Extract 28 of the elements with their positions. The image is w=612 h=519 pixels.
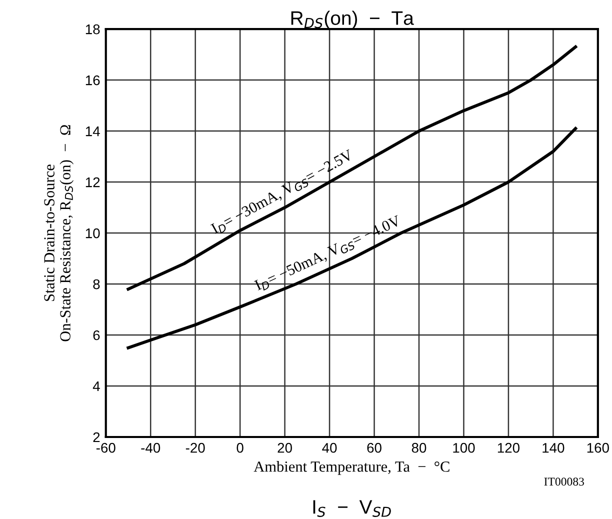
line-series	[126, 126, 578, 350]
x-tick-label: -60	[96, 442, 116, 453]
text: I$_{S}$ − V$_{SD}$	[313, 500, 391, 517]
y-tick-label: 10	[86, 228, 100, 238]
x-tick-label: 20	[278, 442, 292, 453]
x-tick-label: -20	[186, 442, 205, 453]
x-tick-label: 60	[367, 442, 382, 453]
y-tick-label: 2	[93, 432, 100, 442]
x-axis-title: Ambient Temperature, Ta − °C	[254, 461, 450, 475]
line-series	[126, 45, 578, 291]
x-tick-label: 80	[412, 442, 426, 453]
y-tick-label: 16	[86, 75, 100, 86]
y-tick-label: 8	[93, 279, 100, 290]
x-tick-label: 40	[322, 442, 337, 453]
y-axis-title: Static Drain-to-Source On-State Resistance, R$_{DS}$(on) − Ω	[44, 125, 74, 342]
text: IT00083	[544, 478, 584, 486]
x-tick-label: 140	[542, 442, 564, 453]
chart-title: R$_{DS}$(on) − Ta	[291, 10, 414, 29]
x-tick-label: 160	[587, 442, 609, 453]
x-tick-label: 120	[498, 442, 520, 453]
y-tick-label: 12	[86, 177, 100, 188]
y-tick-label: 6	[93, 330, 100, 340]
y-tick-label: 18	[86, 24, 100, 34]
y-tick-label: 4	[92, 381, 100, 392]
x-tick-label: -40	[141, 442, 160, 453]
x-tick-label: 0	[236, 442, 244, 453]
y-tick-label: 14	[86, 126, 100, 136]
x-tick-label: 100	[453, 442, 475, 453]
